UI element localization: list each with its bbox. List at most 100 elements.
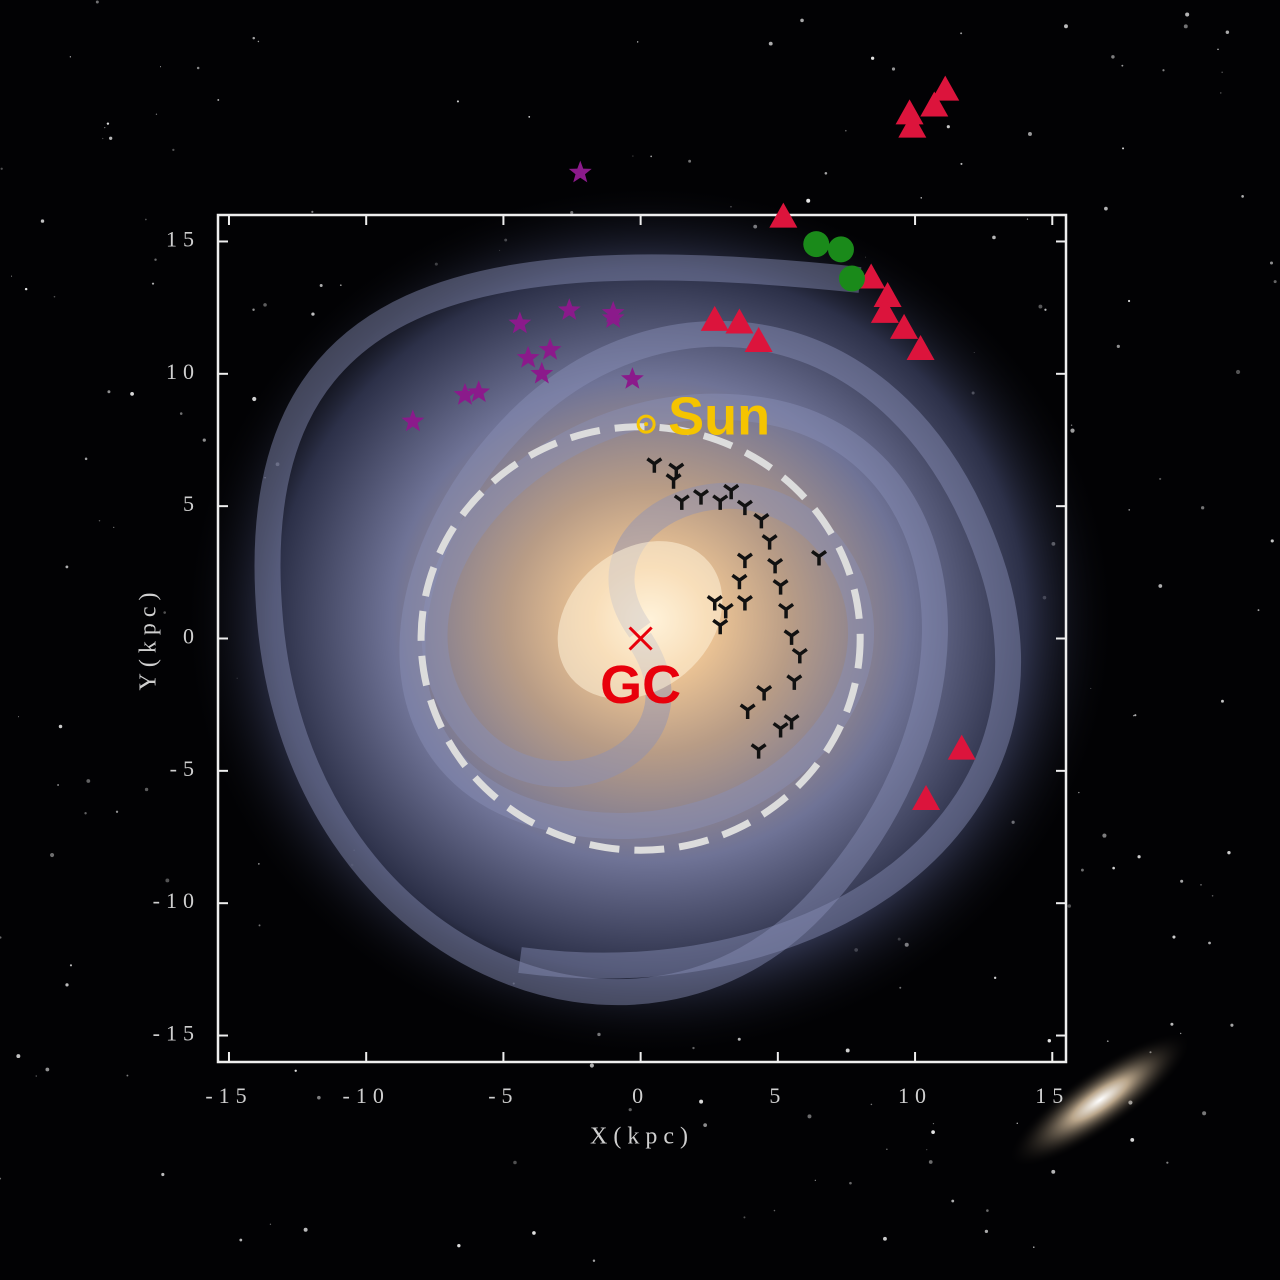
background-star [951,1199,955,1203]
tri-down-marker [736,552,753,569]
background-star [926,1149,928,1151]
background-star [0,936,2,939]
x-tick-label: 15 [1035,1083,1069,1108]
background-star [1038,304,1043,309]
circle-marker [827,236,854,263]
y-tick-label: 0 [183,624,200,649]
triangle-marker [700,305,729,331]
background-star [1044,308,1047,311]
background-star [257,40,260,43]
background-star [814,1179,816,1181]
star-marker [538,338,562,360]
background-star [95,0,99,4]
andromeda [1008,1032,1192,1168]
background-star [886,1148,888,1151]
tri-down-marker [736,595,753,611]
background-star [151,282,155,285]
star-marker [516,345,540,368]
background-star [163,611,167,614]
background-star [252,36,256,40]
tri-down-marker [673,494,690,510]
background-star [155,113,158,115]
background-star [1162,69,1165,72]
triangle-marker [920,91,949,117]
tri-down-marker [706,595,723,611]
x-tick-label: -15 [205,1083,252,1108]
background-star [1183,24,1188,29]
background-star [106,122,110,125]
triangle-marker [906,334,935,360]
background-star [1180,879,1184,883]
background-star [1122,147,1125,150]
background-star [102,137,104,140]
background-star [1081,868,1084,872]
background-star [743,1216,746,1219]
background-star [1235,369,1241,375]
background-star [960,32,963,35]
background-star [1270,539,1274,543]
background-star [1134,714,1137,717]
background-star [10,275,13,277]
triangle-marker [725,308,754,334]
tri-down-marker [753,512,770,529]
background-star [69,964,73,967]
triangle-marker [931,75,960,101]
background-star [339,284,342,286]
background-star [845,1048,850,1053]
background-star [24,287,28,291]
background-star [1047,1039,1052,1043]
background-star [891,67,896,71]
background-star [160,66,162,68]
plot-area: -15 -10 -5 0 5 10 15 -15 -10 -5 0 5 10 15 X(kpc) Y(kpc)… [136,75,1069,1150]
tri-down-marker [739,703,756,719]
background-star [457,1243,461,1248]
background-star [263,303,267,307]
y-tick-label: -10 [153,888,200,913]
background-star [1221,71,1223,73]
background-star [196,66,200,70]
background-star [53,295,56,298]
star-marker [568,160,592,183]
background-star [1121,64,1124,67]
background-star [871,56,875,60]
y-tick-label: -5 [170,756,200,781]
background-star [269,1223,272,1225]
background-star [806,198,811,203]
sun-label: Sun [668,386,770,446]
background-star [845,129,847,132]
background-star [637,41,639,43]
background-star [628,1108,632,1112]
background-star [768,41,773,46]
background-star [0,167,3,170]
background-star [104,127,106,129]
tri-down-marker [810,550,828,566]
background-star [1273,280,1277,284]
background-star [1166,1161,1169,1164]
background-star [699,1099,704,1104]
tri-down-marker [778,602,795,619]
background-star [960,162,963,165]
background-star [144,787,149,792]
tri-down-marker [717,602,734,619]
background-star [1208,941,1211,945]
background-star [98,519,101,522]
star-marker [557,298,581,320]
background-star [1033,1246,1035,1248]
background-star [920,197,922,199]
background-star [528,116,531,118]
tri-down-marker [712,494,729,510]
background-star [1227,850,1231,855]
background-star [252,308,255,311]
triangle-marker [898,112,927,138]
background-star [154,258,157,261]
tri-down-marker [646,457,663,473]
background-star [993,976,997,980]
background-star [115,810,119,813]
background-star [294,1069,297,1072]
background-star [1257,609,1260,612]
background-star [58,724,63,729]
background-star [650,155,653,158]
background-star [931,1130,935,1135]
background-star [1211,895,1214,897]
